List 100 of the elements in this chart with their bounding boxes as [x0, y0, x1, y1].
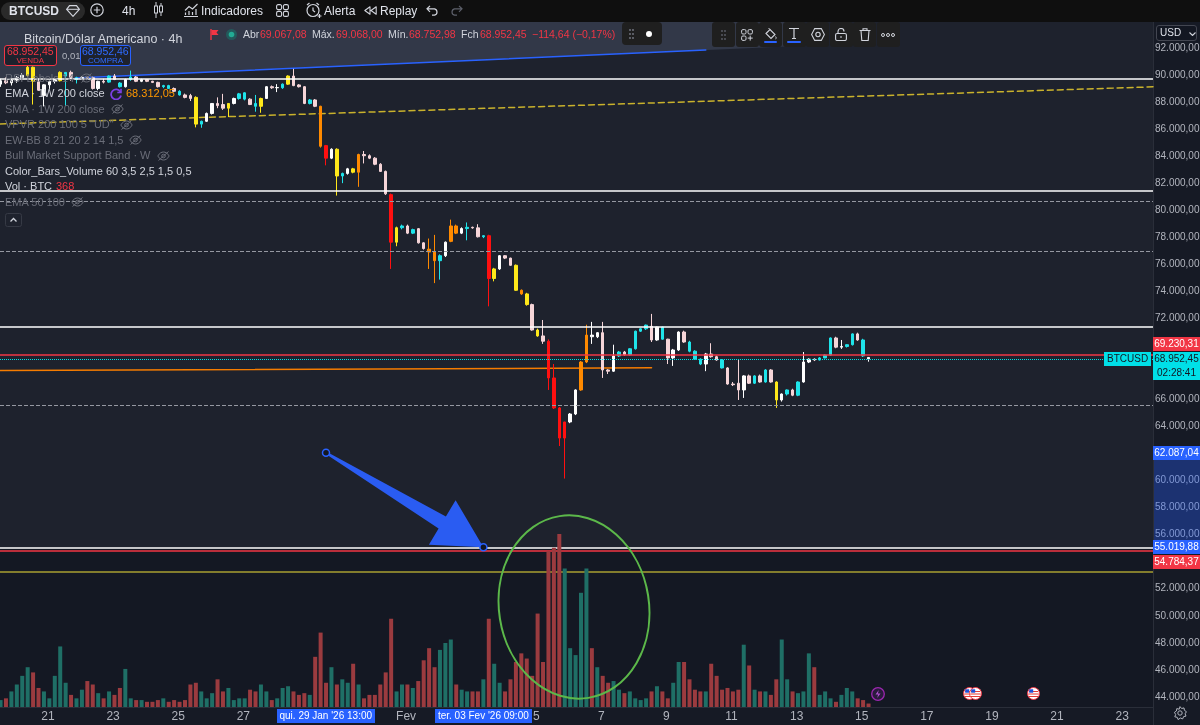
candlestick	[227, 102, 230, 118]
x-tick-label: 21	[41, 709, 55, 723]
candlestick	[840, 339, 843, 350]
bar	[351, 663, 356, 707]
candlestick	[547, 338, 550, 391]
annotation: EW-BB 8 21 20 2 14 1,5	[5, 133, 124, 146]
bar	[475, 691, 480, 707]
bar	[74, 698, 79, 707]
candlestick	[162, 84, 165, 89]
bar	[497, 682, 502, 707]
bar	[622, 693, 627, 707]
candlestick	[558, 406, 561, 447]
bar	[454, 684, 459, 707]
candlestick	[102, 78, 105, 84]
candlestick	[579, 360, 583, 392]
candlestick	[297, 83, 301, 89]
candlestick	[281, 82, 284, 90]
candlestick	[471, 226, 474, 230]
candlestick	[601, 321, 604, 379]
candlestick	[796, 380, 800, 397]
candlestick	[769, 368, 773, 384]
candlestick	[666, 338, 670, 365]
x-tick-label: 25	[171, 709, 186, 723]
candlestick	[606, 368, 610, 375]
candlestick	[476, 223, 480, 238]
candlestick	[210, 102, 214, 116]
text: USD	[1160, 27, 1182, 38]
bar	[161, 698, 166, 707]
bar	[63, 682, 68, 707]
annotation: 368	[56, 180, 75, 192]
bar	[747, 665, 752, 707]
y-tick-label: 74.000,00	[1155, 285, 1200, 297]
candlestick	[200, 120, 203, 129]
bar	[481, 679, 486, 707]
bar	[112, 694, 117, 707]
candlestick	[785, 388, 789, 396]
bar	[307, 694, 312, 707]
annotation: 0,01	[62, 50, 81, 61]
bar	[253, 691, 258, 707]
annotation: 68.952,45	[480, 27, 527, 40]
y-tick-label: 46.000,00	[1155, 663, 1200, 675]
bar	[155, 700, 160, 707]
candlestick	[791, 388, 794, 397]
candlestick	[568, 412, 572, 424]
annotation: 68.952,46	[82, 45, 129, 57]
candlestick	[357, 153, 360, 188]
candlestick	[612, 344, 615, 373]
annotation: VENDA	[16, 56, 45, 65]
bar	[31, 672, 36, 707]
candlestick	[525, 292, 529, 307]
candlestick	[172, 87, 176, 93]
candlestick	[514, 263, 518, 292]
bar	[107, 691, 112, 707]
candlestick	[254, 94, 257, 113]
candlestick	[151, 80, 154, 84]
y-tick-label: 56.000,00	[1155, 528, 1200, 540]
candlestick	[503, 254, 507, 260]
text: Bitcoin/Dólar Americano · 4h	[24, 31, 183, 46]
candlestick	[851, 332, 854, 347]
annotation: Máx.	[312, 27, 335, 40]
candlestick	[189, 93, 192, 102]
candlestick	[639, 327, 642, 333]
candlestick	[856, 332, 859, 342]
bar	[410, 687, 415, 707]
annotation: Fch	[461, 27, 479, 40]
y-tick-label: 44.000,00	[1155, 690, 1200, 702]
candlestick	[715, 355, 718, 362]
candlestick	[433, 234, 436, 284]
bar	[79, 689, 84, 707]
candlestick	[552, 363, 556, 410]
candlestick	[465, 221, 469, 241]
bar	[248, 689, 253, 707]
candlestick	[482, 234, 485, 239]
candlestick	[313, 98, 317, 108]
candlestick	[536, 328, 539, 338]
annotation: Vol · BTC	[5, 180, 53, 192]
bar	[448, 639, 453, 707]
bar	[128, 698, 133, 707]
y-tick-label: 72.000,00	[1155, 312, 1200, 324]
bar	[291, 691, 296, 707]
text: Indicadores	[201, 4, 264, 18]
bar	[660, 691, 665, 707]
ref-line-label: 54.784,37	[1153, 555, 1200, 570]
bar	[3, 698, 8, 707]
y-tick-label: 88.000,00	[1155, 96, 1200, 108]
annotation: Abr	[243, 27, 260, 40]
candlestick	[427, 238, 431, 270]
candlestick	[379, 162, 382, 173]
bar	[492, 663, 497, 707]
candlestick	[742, 374, 746, 399]
candlestick	[829, 336, 832, 357]
x-tick-label: 21	[1050, 709, 1065, 723]
bar	[199, 691, 204, 707]
bar	[833, 701, 838, 707]
bar	[117, 687, 122, 707]
candlestick	[758, 374, 762, 384]
bar	[839, 694, 844, 707]
candlestick	[417, 227, 420, 245]
bar	[812, 667, 817, 707]
x-tick-label: 23	[106, 709, 121, 723]
